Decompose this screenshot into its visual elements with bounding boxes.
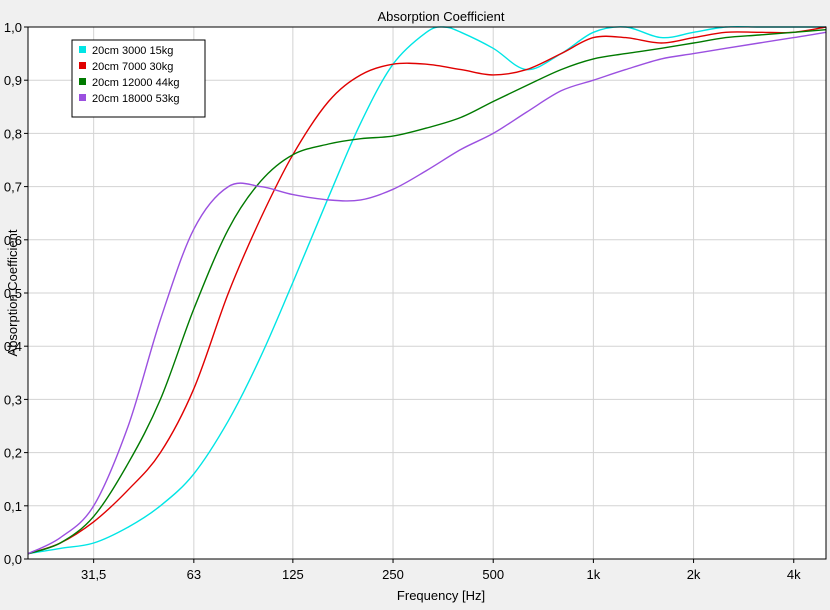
series-layer (27, 25, 827, 555)
legend-box (71, 39, 206, 118)
x-tick-label: 2k (687, 567, 701, 582)
y-axis: 0,0 0,1 0,2 0,3 0,4 0,5 0,6 0,7 0,8 0,9 1,0 (4, 20, 28, 567)
legend-label-1: 20cm 3000 15kg (92, 45, 173, 57)
legend-label-3: 20cm 12000 44kg (92, 77, 179, 89)
y-tick-label: 0,8 (4, 126, 22, 141)
legend-swatch-3 (79, 78, 86, 85)
x-tick-label: 500 (482, 567, 504, 582)
grid (28, 26, 826, 560)
y-tick-label: 0,6 (4, 233, 22, 248)
legend-label-4: 20cm 18000 53kg (92, 93, 179, 105)
chart-title: Absorption Coefficient (378, 9, 505, 24)
y-tick-label: 1,0 (4, 20, 22, 35)
legend-swatch-4 (79, 94, 86, 101)
y-tick-label: 0,1 (4, 499, 22, 514)
legend-swatch-2 (79, 62, 86, 69)
y-axis-label: Absorption Coefficient (5, 229, 20, 356)
y-tick-label: 0,3 (4, 392, 22, 407)
y-tick-label: 0,2 (4, 446, 22, 461)
x-tick-label: 125 (282, 567, 304, 582)
x-tick-label: 1k (587, 567, 601, 582)
series-line-2 (27, 26, 827, 555)
x-axis-label: Frequency [Hz] (397, 588, 485, 603)
x-tick-label: 31,5 (81, 567, 106, 582)
legend: 20cm 3000 15kg 20cm 7000 30kg 20cm 12000 4… (71, 39, 206, 118)
y-tick-label: 0,4 (4, 339, 22, 354)
y-tick-label: 0,7 (4, 180, 22, 195)
y-tick-label: 0,5 (4, 286, 22, 301)
x-tick-label: 4k (787, 567, 801, 582)
legend-swatch-1 (79, 46, 86, 53)
series-line-3 (27, 29, 827, 555)
legend-label-2: 20cm 7000 30kg (92, 61, 173, 73)
series-line-4 (27, 31, 827, 555)
x-axis: 31,5 63 125 250 500 1k 2k 4k (81, 559, 801, 582)
series-line-1 (27, 25, 826, 555)
y-tick-label: 0,0 (4, 552, 22, 567)
x-tick-label: 250 (382, 567, 404, 582)
y-tick-label: 0,9 (4, 73, 22, 88)
x-tick-label: 63 (187, 567, 201, 582)
